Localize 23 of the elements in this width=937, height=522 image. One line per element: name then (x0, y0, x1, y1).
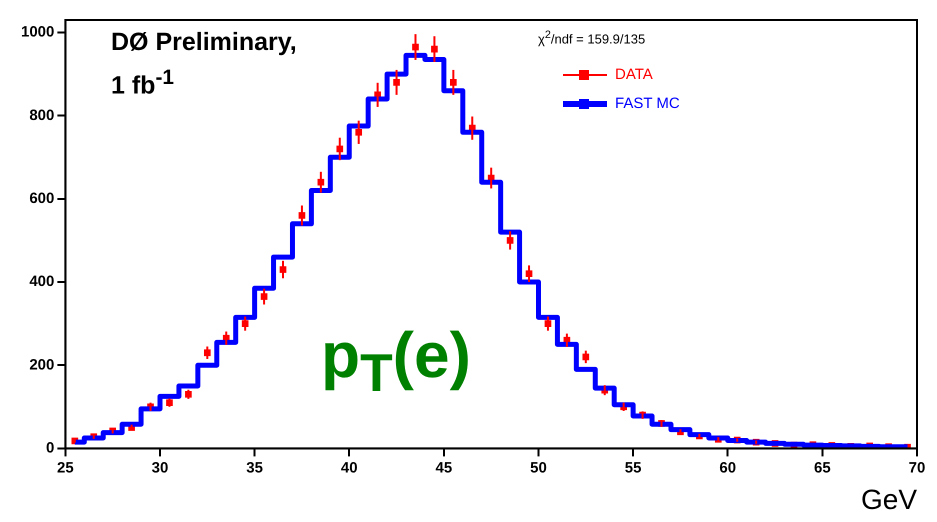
x-tick-label: 50 (530, 460, 547, 477)
x-tick-label: 60 (719, 460, 736, 477)
x-tick-label: 30 (152, 460, 168, 477)
x-tick-label: 65 (814, 460, 831, 477)
annotation: χ$^{2}$/ndf = 159.9/135 (538, 29, 646, 46)
x-tick-label: 35 (246, 460, 263, 477)
y-tick-label: 400 (29, 273, 54, 290)
x-tick-label: 40 (340, 460, 358, 477)
y-tick-label: 1000 (20, 24, 54, 41)
x-tick-label: 25 (57, 460, 74, 477)
y-tick-label: 800 (29, 106, 54, 124)
annotation: DØ Preliminary, (111, 28, 297, 56)
y-tick-label: 0 (46, 440, 54, 457)
x-tick-label: 45 (436, 460, 452, 477)
annotation: 1 fb$^{-1}$ (111, 66, 174, 100)
legend-label: FAST MC (615, 95, 680, 112)
x-tick-label: 55 (624, 460, 642, 477)
annotation: p$_{T}$(e) (321, 319, 471, 403)
legend-label: DATA (615, 66, 653, 83)
x-axis-title: GeV (860, 484, 918, 515)
y-tick-label: 200 (29, 356, 54, 374)
y-tick-label: 600 (29, 190, 54, 207)
x-tick-label: 70 (908, 460, 926, 477)
